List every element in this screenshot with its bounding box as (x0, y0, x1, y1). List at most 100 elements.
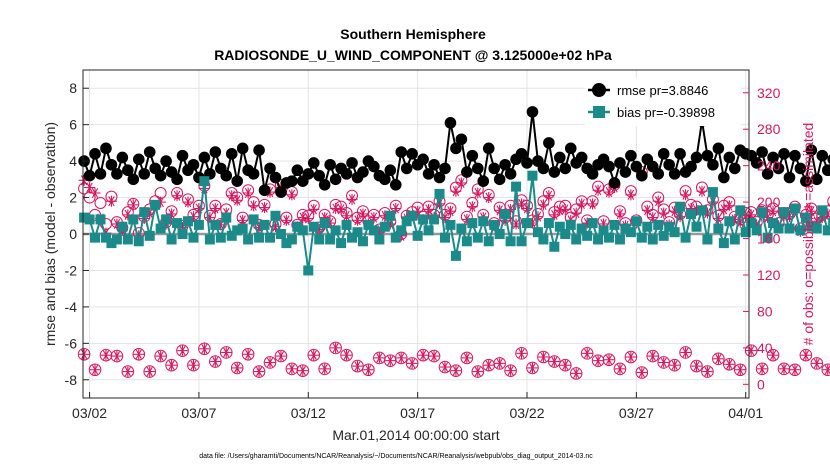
right-y-tick-label: 120 (757, 267, 781, 283)
bias-point (625, 227, 636, 238)
bias-point (778, 207, 789, 218)
bias-point (467, 218, 478, 229)
bias-point (795, 225, 806, 236)
bias-point (789, 203, 800, 214)
obs-count-asterisk (428, 350, 440, 362)
bias-point (177, 229, 188, 239)
obs-count-circle (132, 347, 146, 361)
bias-point (434, 188, 445, 199)
rmse-point (794, 162, 807, 175)
obs-count-asterisk (319, 363, 330, 375)
rmse-point (778, 148, 790, 160)
data-file-footnote: data file: /Users/gharamti/Documents/NCA… (199, 453, 593, 460)
rmse-point (614, 157, 626, 169)
rmse-point (526, 106, 539, 118)
rmse-point (94, 168, 107, 180)
rmse-point (728, 162, 741, 175)
rmse-point (400, 162, 413, 175)
obs-count-circle (165, 358, 178, 372)
rmse-point (608, 177, 621, 189)
obs-count-circle (307, 348, 321, 362)
bias-point (461, 236, 472, 247)
bias-point (363, 219, 374, 230)
obs-count-circle (537, 350, 550, 364)
obs-count-circle (526, 361, 539, 375)
obs-count-circle (198, 342, 211, 356)
bias-point (341, 219, 352, 230)
obs-count-asterisk (352, 360, 363, 372)
obs-count-asterisk (494, 358, 505, 369)
obs-assimilated-point (105, 195, 117, 207)
bias-point (226, 230, 237, 241)
rmse-series (78, 106, 830, 198)
obs-count-circle (88, 363, 102, 377)
obs-assimilated-point (248, 200, 260, 212)
bias-point (308, 221, 319, 232)
rmse-point (690, 151, 703, 164)
bias-point (117, 221, 128, 232)
right-y-tick-label: 160 (757, 231, 781, 247)
bias-point (161, 214, 172, 225)
obs-count-circle (405, 357, 419, 370)
obs-assimilated-point (357, 208, 369, 220)
obs-count-asterisk (385, 355, 396, 366)
obs-assimilated-point (559, 203, 571, 215)
bias-point (292, 221, 303, 232)
bias-point (319, 218, 330, 229)
x-axis-label: Mar.01,2014 00:00:00 start (332, 427, 499, 443)
rmse-point (471, 162, 484, 175)
rmse-point (718, 171, 730, 184)
obs-count-circle (668, 358, 681, 372)
bias-point (385, 210, 396, 221)
obs-count-circle (460, 351, 474, 365)
obs-assimilated-point (641, 204, 653, 216)
obs-count-circle (744, 344, 758, 357)
rmse-point (564, 142, 577, 155)
left-y-tick-label: 2 (69, 190, 77, 206)
obs-count-asterisk (363, 364, 374, 375)
bias-point (182, 216, 193, 227)
rmse-point (417, 153, 429, 166)
obs-count-circle (296, 364, 310, 377)
obs-count-asterisk (242, 349, 254, 360)
rmse-point (723, 151, 736, 164)
rmse-point (444, 117, 457, 129)
rmse-point (625, 149, 637, 162)
bias-point (265, 232, 276, 243)
obs-count-asterisk (483, 360, 494, 371)
obs-count-circle (394, 351, 408, 365)
obs-count-asterisk (89, 364, 101, 375)
obs-assimilated-point (330, 202, 342, 214)
rmse-point (286, 175, 298, 187)
obs-count-circle (493, 357, 506, 370)
bias-point (199, 176, 210, 187)
rmse-point (340, 168, 353, 180)
obs-count-asterisk (658, 357, 669, 368)
obs-count-asterisk (625, 351, 637, 363)
bias-point (325, 234, 336, 245)
rmse-point (433, 171, 446, 184)
obs-count-asterisk (636, 367, 648, 378)
right-y-tick-label: 0 (757, 376, 765, 392)
left-y-tick-label: 6 (69, 117, 77, 133)
rmse-point (171, 173, 183, 186)
obs-count-circle (77, 347, 91, 361)
rmse-point (198, 151, 211, 164)
bias-point (543, 218, 554, 229)
chart-subtitle: RADIOSONDE_U_WIND_COMPONENT @ 3.125000e+… (214, 47, 612, 63)
obs-assimilated-point (302, 213, 314, 225)
bias-point (456, 223, 467, 234)
rmse-point (685, 160, 697, 173)
rmse-point (346, 157, 358, 169)
rmse-point (811, 173, 823, 186)
obs-possible-point (827, 196, 830, 207)
rmse-point (269, 171, 282, 184)
bias-point (538, 234, 549, 245)
obs-count-circle (110, 349, 124, 363)
obs-assimilated-point (461, 213, 473, 225)
rmse-point (187, 158, 200, 171)
obs-count-asterisk (155, 350, 166, 362)
obs-count-circle (679, 346, 692, 359)
bias-point (565, 219, 576, 230)
rmse-point (761, 168, 774, 180)
